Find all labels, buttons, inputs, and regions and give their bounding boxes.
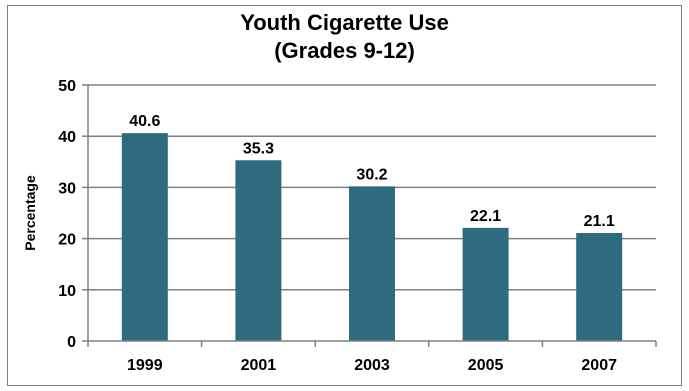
x-tick-label-2003: 2003 (354, 357, 390, 374)
x-tick-label-2005: 2005 (468, 357, 504, 374)
y-tick-label: 10 (58, 283, 76, 300)
y-tick-label: 30 (58, 180, 76, 197)
data-label-1999: 40.6 (129, 113, 160, 130)
y-tick-label: 0 (67, 334, 76, 351)
labels: 0 10 20 30 40 50 40.6 1999 35.3 2001 30.2 2003 22.1 2… (58, 78, 617, 374)
bars (121, 133, 623, 341)
bar-2005 (462, 227, 509, 341)
bar-2001 (235, 160, 282, 341)
x-tick-label-1999: 1999 (127, 357, 163, 374)
y-tick-label: 50 (58, 78, 76, 95)
y-axis-label: Percentage (22, 175, 38, 251)
x-tick-label-2001: 2001 (241, 357, 277, 374)
data-label-2005: 22.1 (470, 208, 501, 225)
chart-subtitle: (Grades 9-12) (274, 38, 415, 63)
y-tick-label: 40 (58, 129, 76, 146)
data-label-2007: 21.1 (584, 213, 615, 230)
bar-1999 (121, 133, 168, 341)
y-tick-label: 20 (58, 232, 76, 249)
data-label-2003: 30.2 (356, 166, 387, 183)
bar-2007 (576, 232, 623, 341)
chart-title: Youth Cigarette Use (240, 10, 449, 35)
chart-frame (7, 5, 682, 386)
x-tick-label-2007: 2007 (581, 357, 617, 374)
bar-2003 (349, 186, 395, 341)
axes (82, 84, 657, 347)
data-label-2001: 35.3 (243, 140, 274, 157)
